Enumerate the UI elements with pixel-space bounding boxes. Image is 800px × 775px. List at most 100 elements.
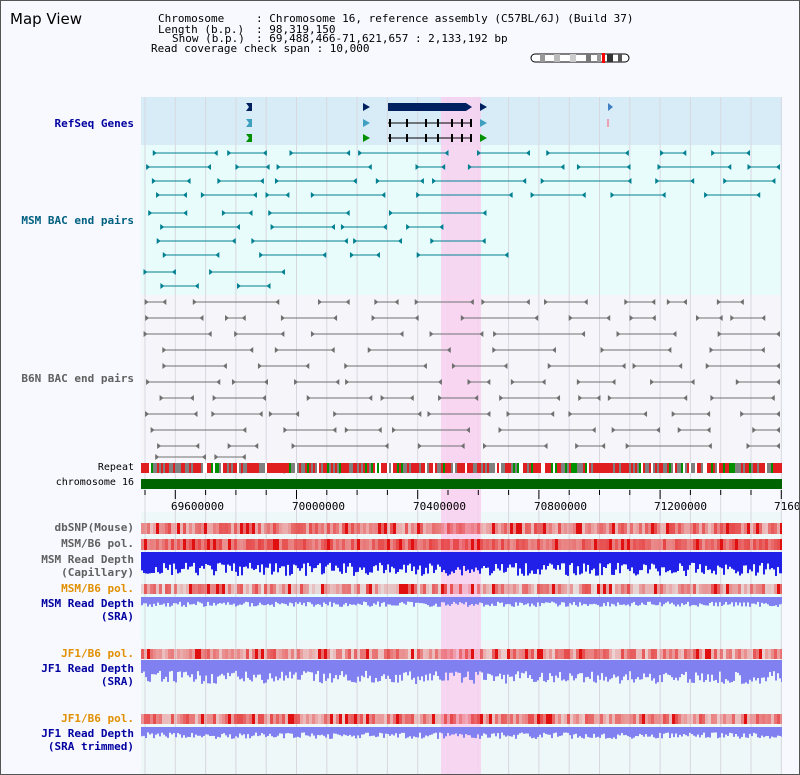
polymorphism-cell — [741, 539, 744, 550]
axis-tick-label: 70000000 — [292, 500, 345, 513]
depth-bar — [305, 727, 307, 736]
track-label-msm-bac[interactable]: MSM BAC end pairs — [21, 214, 134, 227]
polymorphism-cell — [714, 584, 717, 594]
depth-bar — [677, 552, 679, 571]
polymorphism-cell — [429, 523, 432, 534]
depth-bar — [323, 552, 325, 574]
polymorphism-cell — [528, 649, 531, 659]
depth-bar — [307, 660, 309, 672]
genome-browser-plot[interactable] — [141, 97, 782, 775]
depth-bar — [609, 552, 611, 564]
polymorphism-cell — [603, 539, 606, 550]
bac-end-icon — [335, 379, 340, 385]
depth-bar — [169, 727, 171, 733]
repeat-cell — [461, 463, 463, 473]
polymorphism-cell — [756, 523, 759, 534]
polymorphism-cell — [432, 584, 435, 594]
bac-end-icon — [148, 210, 153, 216]
depth-bar — [311, 660, 313, 673]
depth-bar — [781, 552, 782, 574]
polymorphism-cell — [171, 714, 174, 724]
polymorphism-cell — [249, 584, 252, 594]
depth-bar — [243, 597, 245, 604]
depth-bar — [383, 727, 385, 738]
repeat-cell — [767, 463, 769, 473]
polymorphism-cell — [744, 584, 747, 594]
polymorphism-cell — [228, 714, 231, 724]
polymorphism-cell — [213, 523, 216, 534]
polymorphism-cell — [765, 539, 768, 550]
polymorphism-cell — [294, 584, 297, 594]
polymorphism-cell — [735, 649, 738, 659]
polymorphism-cell — [267, 714, 270, 724]
depth-bar — [337, 727, 339, 735]
depth-bar — [297, 597, 299, 604]
polymorphism-cell — [402, 714, 405, 724]
polymorphism-cell — [198, 714, 201, 724]
repeat-cell — [741, 463, 743, 473]
track-label-b6n-bac[interactable]: B6N BAC end pairs — [21, 372, 134, 385]
depth-bar — [569, 660, 571, 674]
polymorphism-cell — [237, 584, 240, 594]
polymorphism-cell — [660, 649, 663, 659]
depth-bar — [635, 597, 637, 605]
depth-bar — [253, 727, 255, 736]
polymorphism-cell — [483, 584, 486, 594]
polymorphism-cell — [726, 649, 729, 659]
polymorphism-cell — [684, 649, 687, 659]
depth-bar — [719, 552, 721, 568]
depth-bar — [275, 597, 277, 602]
depth-bar — [361, 727, 363, 735]
depth-bar — [169, 552, 171, 565]
depth-bar — [639, 727, 641, 734]
polymorphism-cell — [345, 539, 348, 550]
depth-bar — [401, 727, 403, 733]
depth-bar — [439, 552, 441, 567]
repeat-cell — [611, 463, 613, 473]
polymorphism-cell — [294, 539, 297, 550]
repeat-cell — [401, 463, 403, 473]
depth-bar — [335, 552, 337, 566]
depth-bar — [517, 660, 519, 672]
bac-end-icon — [333, 411, 338, 417]
depth-bar — [369, 727, 371, 737]
depth-bar — [729, 660, 731, 683]
polymorphism-cell — [195, 714, 198, 724]
chromosome-ideogram-icon[interactable] — [530, 52, 630, 64]
polymorphism-cell — [408, 539, 411, 550]
depth-bar — [761, 597, 763, 603]
polymorphism-cell — [339, 539, 342, 550]
polymorphism-cell — [582, 649, 585, 659]
polymorphism-cell — [435, 523, 438, 534]
depth-bar — [777, 597, 779, 607]
polymorphism-cell — [234, 523, 237, 534]
polymorphism-cell — [264, 539, 267, 550]
polymorphism-cell — [507, 649, 510, 659]
depth-bar — [741, 552, 743, 574]
depth-bar — [475, 660, 477, 672]
repeat-cell — [651, 463, 653, 473]
track-label-jf1-b6-pol-2: JF1/B6 pol. — [61, 712, 134, 725]
track-features[interactable] — [141, 97, 782, 775]
polymorphism-cell — [270, 523, 273, 534]
depth-bar — [415, 660, 417, 684]
depth-bar — [759, 552, 761, 566]
axis-tick-label: 70800000 — [534, 500, 587, 513]
depth-bar — [589, 597, 591, 605]
depth-bar — [617, 660, 619, 677]
depth-bar — [197, 727, 199, 736]
depth-bar — [679, 552, 681, 564]
repeat-cell — [289, 463, 291, 473]
depth-bar — [367, 660, 369, 679]
coverage-span: Read coverage check span : 10,000 — [151, 42, 370, 55]
polymorphism-cell — [342, 584, 345, 594]
polymorphism-cell — [672, 649, 675, 659]
depth-bar — [593, 597, 595, 604]
polymorphism-cell — [303, 649, 306, 659]
depth-bar — [359, 727, 361, 739]
depth-bar — [275, 552, 277, 564]
bac-end-icon — [249, 347, 254, 353]
repeat-cell — [755, 463, 757, 473]
track-label-refseq[interactable]: RefSeq Genes — [54, 117, 134, 130]
depth-bar — [675, 597, 677, 607]
